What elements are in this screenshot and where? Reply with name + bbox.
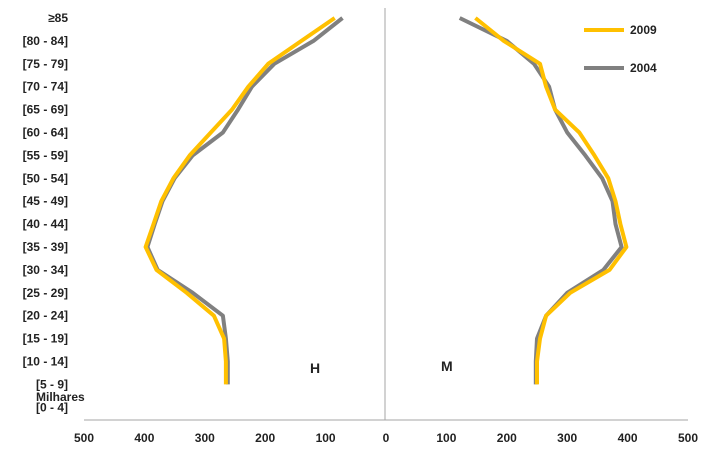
age-group-label: [15 - 19] bbox=[23, 332, 68, 346]
legend: 2009 2004 bbox=[584, 23, 657, 75]
x-tick-label: 100 bbox=[316, 431, 336, 445]
age-group-labels: [0 - 4] [5 - 9] [10 - 14] [15 - 19] [20 - 24… bbox=[23, 11, 69, 414]
age-group-label: [40 - 44] bbox=[23, 217, 68, 231]
age-group-label: [75 - 79] bbox=[23, 57, 68, 71]
series-line-male-2004 bbox=[145, 16, 344, 385]
x-tick-label: 400 bbox=[134, 431, 154, 445]
age-group-label: [80 - 84] bbox=[23, 34, 68, 48]
age-group-label: [0 - 4] bbox=[36, 400, 68, 414]
age-group-label: [25 - 29] bbox=[23, 286, 68, 300]
legend-label: 2004 bbox=[630, 61, 657, 75]
age-group-label: [50 - 54] bbox=[23, 171, 68, 185]
series-lines bbox=[143, 16, 629, 385]
axes bbox=[84, 8, 688, 421]
x-tick-label: 0 bbox=[383, 431, 390, 445]
age-group-label: ≥85 bbox=[48, 11, 68, 25]
age-group-label: [10 - 14] bbox=[23, 355, 68, 369]
female-side-label: M bbox=[441, 358, 453, 374]
series-line-female-2009 bbox=[474, 16, 629, 385]
x-tick-label: 100 bbox=[436, 431, 456, 445]
age-group-label: [55 - 59] bbox=[23, 148, 68, 162]
age-group-label: [5 - 9] bbox=[36, 377, 68, 391]
x-tick-label: 200 bbox=[497, 431, 517, 445]
age-group-label: [20 - 24] bbox=[23, 309, 68, 323]
x-tick-label: 400 bbox=[618, 431, 638, 445]
age-group-label: [30 - 34] bbox=[23, 263, 68, 277]
x-tick-labels: 500 400 300 200 100 0 100 200 300 400 500 bbox=[74, 431, 698, 445]
age-group-label: [60 - 64] bbox=[23, 126, 68, 140]
series-line-male-2009 bbox=[143, 16, 336, 385]
x-tick-label: 500 bbox=[678, 431, 698, 445]
age-group-label: [65 - 69] bbox=[23, 103, 68, 117]
legend-label: 2009 bbox=[630, 23, 657, 37]
x-tick-label: 200 bbox=[255, 431, 275, 445]
age-group-label: [45 - 49] bbox=[23, 194, 68, 208]
age-group-label: [70 - 74] bbox=[23, 80, 68, 94]
x-tick-label: 300 bbox=[557, 431, 577, 445]
age-group-label: [35 - 39] bbox=[23, 240, 68, 254]
unit-label: Milhares bbox=[36, 390, 85, 404]
x-tick-label: 300 bbox=[195, 431, 215, 445]
male-side-label: H bbox=[310, 360, 321, 376]
x-tick-label: 500 bbox=[74, 431, 94, 445]
